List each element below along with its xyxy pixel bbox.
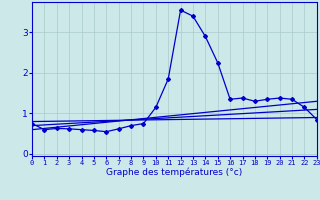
X-axis label: Graphe des températures (°c): Graphe des températures (°c): [106, 168, 243, 177]
